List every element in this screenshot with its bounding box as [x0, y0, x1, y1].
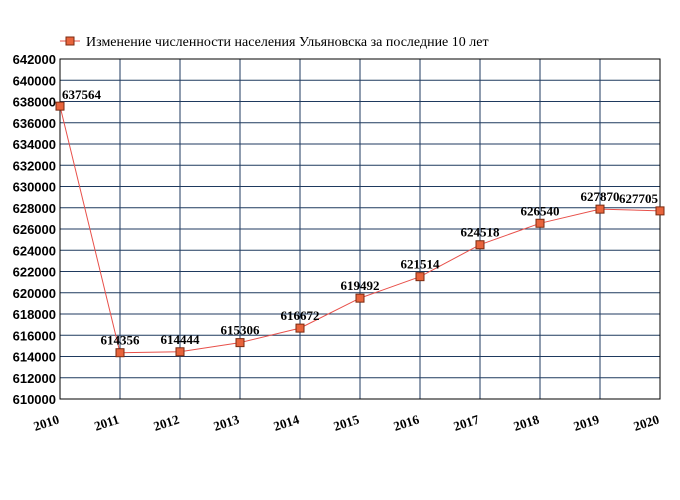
legend-label: Изменение численности населения Ульяновс… — [86, 35, 489, 50]
y-tick-label: 614000 — [13, 350, 56, 365]
x-tick-label: 2014 — [272, 411, 302, 433]
data-marker — [595, 204, 605, 214]
legend-marker-icon — [65, 36, 75, 46]
data-marker — [295, 323, 305, 333]
x-tick-label: 2017 — [452, 411, 482, 433]
x-tick-label: 2019 — [572, 411, 602, 433]
y-tick-label: 618000 — [13, 307, 56, 322]
y-tick-label: 612000 — [13, 371, 56, 386]
x-tick-label: 2016 — [392, 411, 422, 433]
data-label: 619492 — [341, 278, 380, 293]
y-tick-label: 630000 — [13, 180, 56, 195]
x-tick-label: 2011 — [92, 412, 121, 434]
x-axis-tick-labels: 2010 2011 2012 2013 2014 2015 2016 2017 2018 2019… — [32, 411, 661, 433]
y-tick-label: 628000 — [13, 201, 56, 216]
x-tick-label: 2013 — [212, 411, 242, 433]
data-marker — [355, 293, 365, 303]
data-marker — [175, 347, 185, 357]
data-label: 626540 — [521, 203, 560, 218]
data-label: 614444 — [161, 332, 201, 347]
y-tick-label: 626000 — [13, 222, 56, 237]
y-tick-label: 616000 — [13, 328, 56, 343]
x-tick-label: 2012 — [152, 412, 181, 434]
data-marker — [535, 218, 545, 228]
data-labels: 637564 614356 614444 615306 616672 619492 6215… — [62, 87, 659, 348]
y-tick-label: 610000 — [13, 392, 56, 407]
x-tick-label: 2018 — [512, 411, 542, 433]
y-tick-label: 634000 — [13, 137, 56, 152]
x-tick-label: 2010 — [32, 412, 61, 434]
y-tick-label: 632000 — [13, 158, 56, 173]
data-label: 621514 — [401, 257, 441, 272]
data-marker — [235, 338, 245, 348]
data-marker — [415, 272, 425, 282]
x-tick-label: 2015 — [332, 411, 362, 433]
plot-frame — [59, 58, 661, 400]
y-tick-label: 640000 — [13, 73, 56, 88]
data-label: 627705 — [619, 191, 659, 206]
legend: Изменение численности населения Ульяновс… — [60, 35, 489, 50]
data-marker — [655, 206, 665, 216]
data-label: 627870 — [581, 189, 620, 204]
data-label: 624518 — [461, 225, 501, 240]
data-marker — [115, 348, 125, 358]
data-label: 614356 — [101, 333, 141, 348]
y-tick-label: 636000 — [13, 116, 56, 131]
x-tick-label: 2020 — [632, 412, 661, 434]
y-tick-label: 642000 — [13, 52, 56, 67]
data-label: 616672 — [281, 308, 320, 323]
y-tick-label: 622000 — [13, 265, 56, 280]
data-markers — [55, 101, 665, 358]
y-axis-tick-labels: 610000 612000 614000 616000 618000 620000 6220… — [13, 52, 56, 407]
data-label: 637564 — [62, 87, 102, 102]
y-tick-label: 624000 — [13, 243, 56, 258]
y-tick-label: 620000 — [13, 286, 56, 301]
data-marker — [55, 101, 65, 111]
y-tick-label: 638000 — [13, 95, 56, 110]
grid — [59, 58, 661, 400]
data-marker — [475, 240, 485, 250]
data-label: 615306 — [221, 323, 261, 338]
